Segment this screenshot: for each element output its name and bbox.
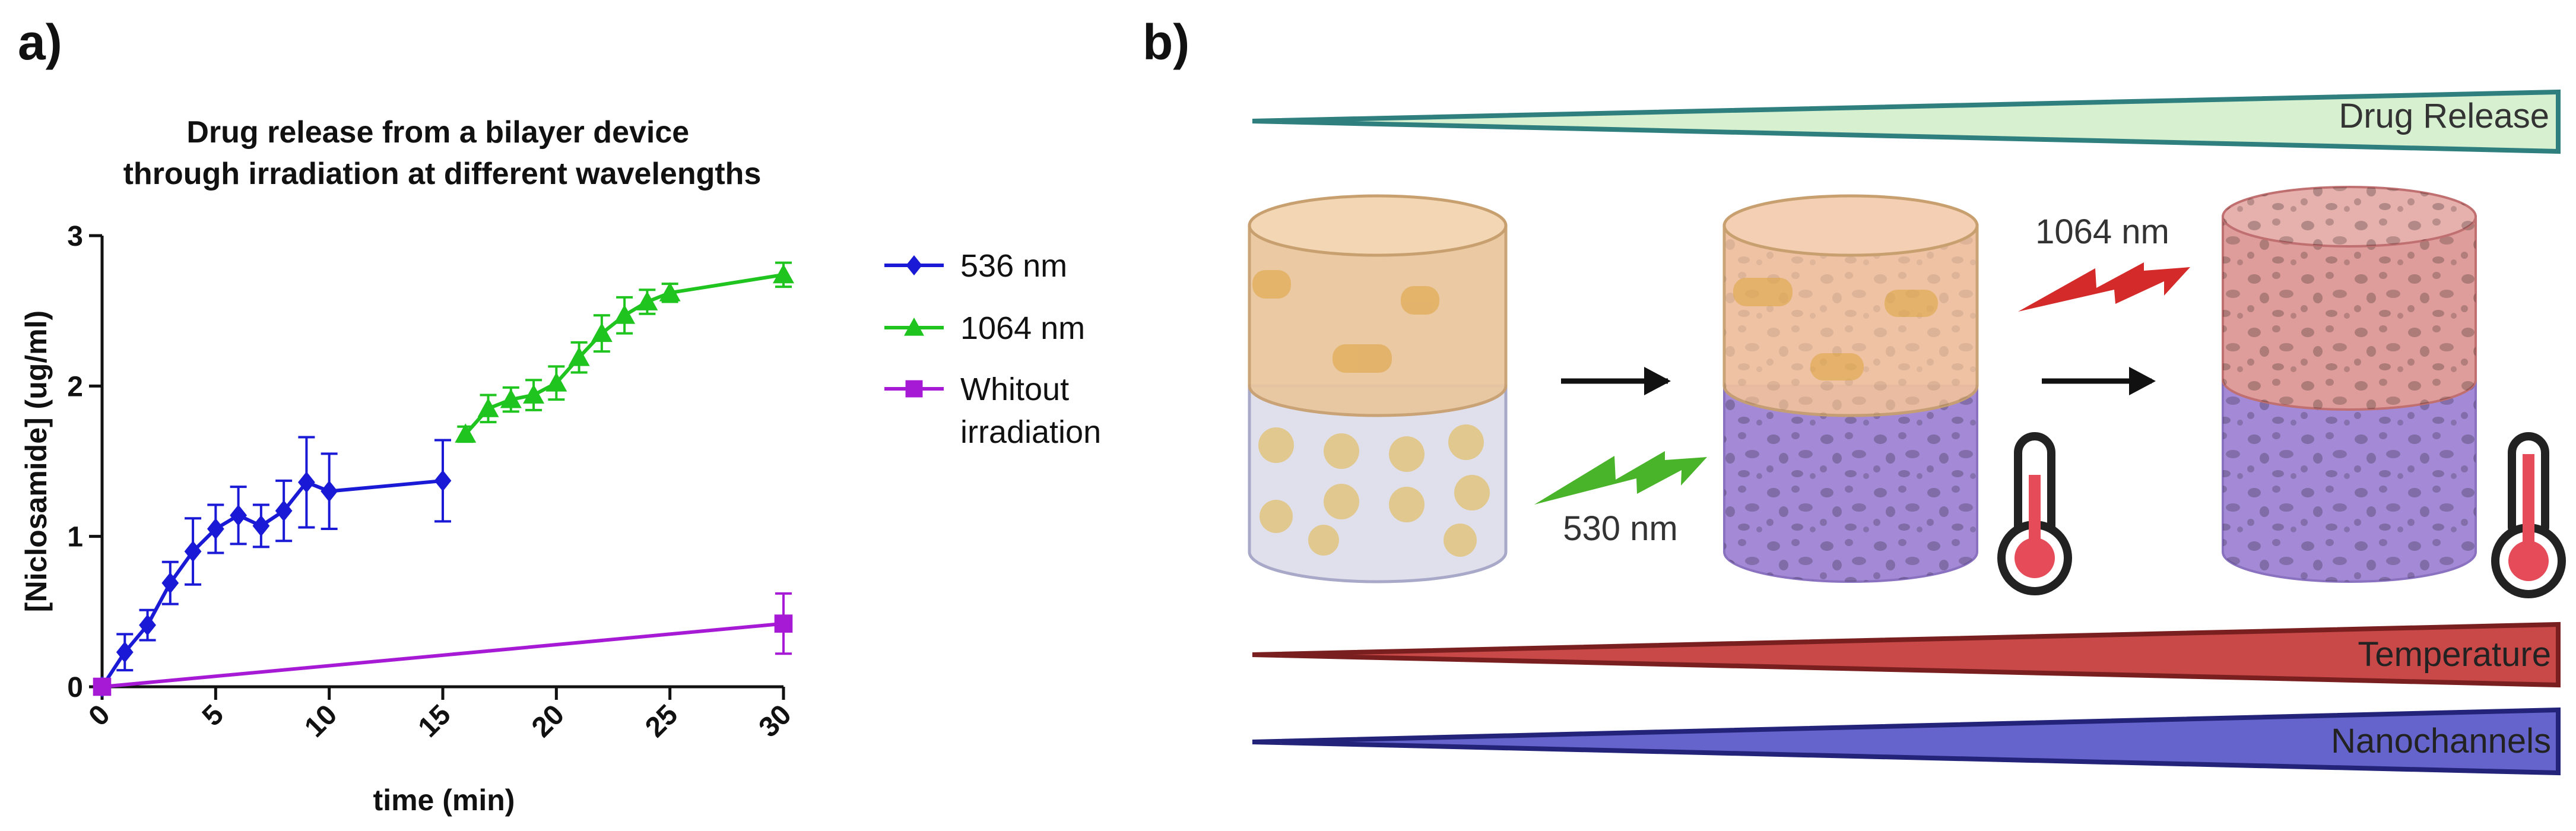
data-point — [139, 614, 156, 636]
data-point — [275, 500, 293, 522]
top-layer — [1248, 224, 1508, 417]
data-point — [523, 384, 545, 404]
x-tick-label: 15 — [413, 699, 457, 743]
series-2 — [93, 592, 793, 696]
temperature-wedge — [1252, 621, 2561, 688]
chart-title-line-2: through irradiation at different wavelen… — [123, 157, 762, 191]
legend-item: 536 nm — [884, 248, 1067, 284]
data-point — [161, 572, 179, 594]
lightning-bolt-icon — [1534, 451, 1707, 505]
data-point — [184, 541, 202, 562]
legend-marker — [904, 318, 924, 336]
x-tick-label: 30 — [753, 699, 798, 743]
device-irradiated-1064 — [2222, 186, 2477, 583]
y-tick-label: 2 — [67, 371, 83, 402]
y-tick-label: 0 — [67, 672, 83, 703]
arrow-right-icon — [1561, 367, 1671, 395]
data-point — [774, 614, 793, 633]
data-point — [545, 372, 567, 392]
y-tick-label: 3 — [67, 221, 83, 252]
y-axis-ticks: 0 1 2 3 — [67, 221, 102, 703]
thermometer-icon — [1997, 432, 2072, 595]
plot-area — [93, 261, 794, 697]
legend-marker — [905, 380, 923, 398]
data-point — [568, 347, 590, 366]
data-point — [659, 282, 681, 302]
temperature-bar: Temperature — [1252, 621, 2561, 688]
data-point — [93, 677, 112, 696]
thermometer-icon — [2491, 432, 2566, 598]
drug-particles — [1258, 424, 1490, 557]
series-line — [101, 621, 784, 689]
panel-a: a) Drug release from a bilayer device th… — [18, 14, 1101, 817]
x-tick-label: 10 — [299, 699, 343, 743]
drug-release-bar: Drug Release — [1252, 89, 2561, 154]
lightning-bolt-icon — [2018, 262, 2190, 312]
x-axis-ticks: 0 5 10 15 20 25 30 — [83, 687, 798, 744]
device-irradiated-530 — [1722, 194, 1979, 583]
top-face — [1248, 194, 1508, 257]
wavelength-530-label: 530 nm — [1563, 509, 1677, 548]
data-point — [298, 471, 315, 493]
legend-item: Whitout irradiation — [884, 372, 1101, 450]
x-tick-label: 20 — [526, 699, 570, 743]
legend-label: 1064 nm — [960, 310, 1085, 346]
arrow-right-icon — [2042, 367, 2156, 395]
data-point — [636, 291, 658, 310]
legend: 536 nm 1064 nm Whitout irradiation — [884, 248, 1101, 450]
top-drug-pills — [1733, 278, 1938, 380]
temperature-label: Temperature — [2358, 635, 2551, 674]
data-point — [230, 505, 247, 526]
nanochannels-label: Nanochannels — [2331, 722, 2551, 760]
x-tick-label: 5 — [196, 699, 230, 732]
panel-a-letter: a) — [18, 14, 62, 70]
drug-release-label: Drug Release — [2339, 97, 2549, 135]
x-tick-label: 0 — [83, 699, 116, 732]
data-point — [500, 389, 522, 408]
legend-label: 536 nm — [960, 248, 1067, 284]
data-point — [614, 305, 636, 324]
panel-b-letter: b) — [1143, 14, 1189, 70]
legend-label: Whitout irradiation — [960, 372, 1101, 450]
y-axis-label: [Niclosamide] (ug/ml) — [20, 310, 53, 612]
data-point — [321, 480, 338, 502]
top-drug-pills — [1252, 270, 1439, 373]
data-point — [591, 322, 613, 342]
device-initial — [1248, 194, 1508, 583]
x-tick-label: 25 — [639, 699, 684, 743]
series-1 — [455, 261, 794, 443]
x-axis-label: time (min) — [373, 784, 515, 817]
nanochannels-bar: Nanochannels — [1252, 707, 2561, 776]
data-point — [773, 264, 794, 284]
chart-title-line-1: Drug release from a bilayer device — [186, 115, 689, 150]
series-line — [100, 478, 443, 688]
legend-item: 1064 nm — [884, 310, 1085, 346]
panel-b: b) Drug Release Temperature Nanochannels — [1143, 14, 2566, 776]
legend-marker — [906, 255, 922, 275]
data-point — [116, 641, 134, 663]
chart-title: Drug release from a bilayer device throu… — [123, 115, 762, 191]
data-point — [252, 515, 270, 537]
data-point — [477, 398, 499, 417]
data-point — [207, 518, 224, 540]
nanochannels-wedge — [1252, 707, 2561, 776]
y-tick-label: 1 — [67, 522, 83, 553]
data-point — [455, 423, 477, 443]
wavelength-1064-label: 1064 nm — [2035, 212, 2169, 251]
data-point — [434, 470, 452, 491]
drug-release-wedge — [1252, 89, 2561, 154]
top-face — [1722, 194, 1979, 257]
